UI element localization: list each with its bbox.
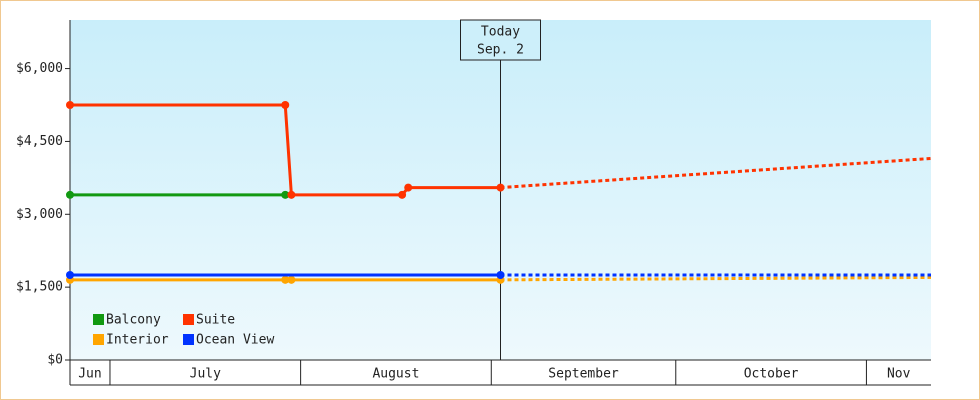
point bbox=[287, 190, 296, 199]
y-tick-label: $0 bbox=[47, 353, 63, 368]
today-box bbox=[460, 19, 541, 61]
y-tick-label: $1,500 bbox=[16, 280, 63, 295]
legend-swatch bbox=[183, 314, 194, 325]
today-label: Sep. 2 bbox=[477, 43, 524, 58]
legend-label: Balcony bbox=[106, 313, 161, 328]
x-tick-label: October bbox=[744, 367, 799, 382]
x-tick-label: July bbox=[190, 367, 221, 382]
point bbox=[496, 183, 505, 192]
x-tick-label: Nov bbox=[887, 367, 911, 382]
forecast-line bbox=[500, 275, 932, 282]
legend-label: Suite bbox=[196, 313, 235, 328]
y-tick-label: $6,000 bbox=[16, 61, 63, 76]
point bbox=[66, 101, 74, 109]
legend-label: Interior bbox=[106, 333, 169, 348]
x-tick-label: August bbox=[372, 367, 419, 382]
y-tick-label: $4,500 bbox=[16, 134, 63, 149]
series-line bbox=[70, 103, 501, 197]
point bbox=[281, 275, 290, 284]
point bbox=[281, 101, 290, 109]
point bbox=[66, 271, 74, 279]
x-tick-label: Jun bbox=[78, 367, 101, 382]
legend-swatch bbox=[93, 314, 104, 325]
legend-swatch bbox=[183, 334, 194, 345]
point bbox=[404, 183, 413, 192]
point bbox=[66, 190, 74, 199]
legend-swatch bbox=[93, 334, 104, 345]
legend-label: Ocean View bbox=[196, 333, 274, 348]
point bbox=[281, 190, 290, 199]
point bbox=[287, 275, 296, 284]
x-tick-label: September bbox=[548, 367, 619, 382]
forecast-line bbox=[500, 156, 932, 190]
today-label: Today bbox=[481, 25, 520, 40]
point bbox=[398, 190, 407, 199]
y-tick-label: $3,000 bbox=[16, 207, 63, 222]
point bbox=[496, 271, 505, 279]
